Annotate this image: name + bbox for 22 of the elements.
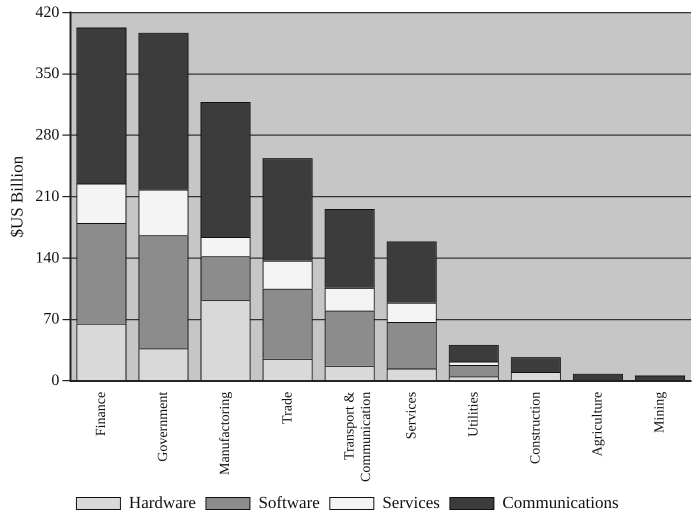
legend-label: Services [382, 492, 440, 512]
x-tick-label: Services [404, 392, 420, 440]
y-tick-label: 0 [51, 372, 60, 389]
x-tick-label: Finance [94, 392, 110, 436]
y-tick-label: 70 [43, 310, 60, 328]
legend-label: Communications [502, 492, 619, 512]
legend-label: Software [258, 492, 320, 512]
x-tick-label: Utilities [466, 392, 482, 437]
x-tick-label: Construction [528, 392, 544, 464]
y-tick-label: 140 [35, 249, 60, 266]
x-tick-label: Trade [280, 392, 296, 424]
x-tick-label: Transport & Communication [342, 392, 374, 482]
x-tick-label: Mining [652, 392, 668, 434]
y-tick-label: 420 [35, 4, 60, 21]
legend-label: Hardware [128, 492, 196, 512]
y-tick-label: 350 [35, 65, 60, 82]
x-tick-label: Manufactoring [218, 392, 234, 475]
x-tick-label: Agriculture [590, 392, 606, 456]
y-tick-label: 280 [35, 126, 60, 144]
y-axis-title: $US Billion [8, 155, 27, 238]
x-tick-label: Government [156, 392, 172, 462]
y-tick-label: 210 [35, 188, 60, 205]
